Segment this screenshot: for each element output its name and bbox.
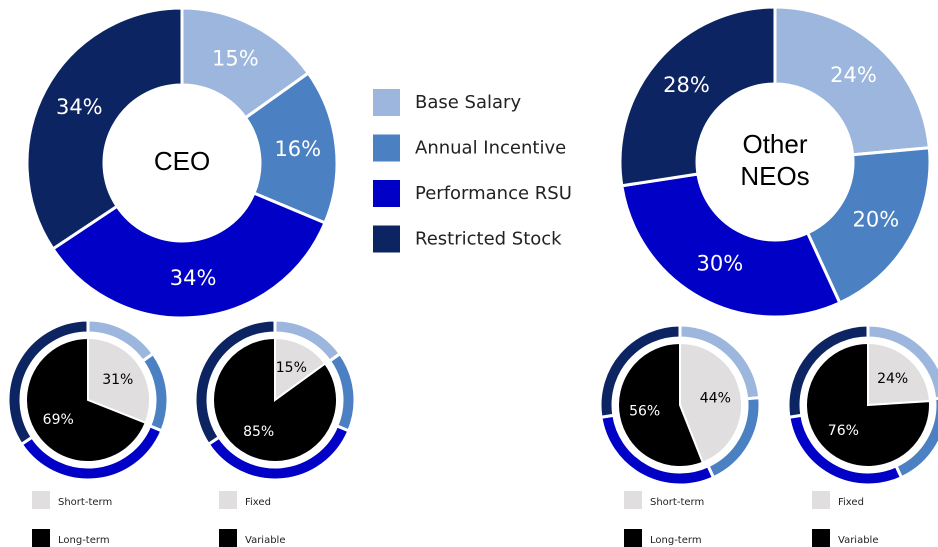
pie-slice xyxy=(679,341,743,464)
data-label: 34% xyxy=(56,95,103,119)
data-label: 76% xyxy=(828,423,859,439)
data-label: 20% xyxy=(853,207,900,231)
donut-segment xyxy=(193,318,277,447)
center-label: NEOs xyxy=(740,161,809,191)
legend-label: Variable xyxy=(838,535,879,546)
donut-segment xyxy=(866,323,938,401)
data-label: 15% xyxy=(276,360,307,376)
data-label: 56% xyxy=(629,404,660,420)
donut-segment xyxy=(773,5,931,157)
legend-swatch xyxy=(624,491,642,509)
legend-swatch xyxy=(219,491,237,509)
donut-segment xyxy=(786,323,870,419)
data-label: 28% xyxy=(663,73,710,97)
legend-swatch xyxy=(219,529,237,547)
data-label: 34% xyxy=(170,266,217,290)
center-label: CEO xyxy=(154,146,210,176)
legend-label: Short-term xyxy=(58,497,112,508)
legend-label: Restricted Stock xyxy=(415,229,562,250)
pie-slice xyxy=(212,336,338,463)
data-label: 16% xyxy=(274,137,321,161)
pie-slice xyxy=(867,341,931,407)
legend-swatch xyxy=(812,491,830,509)
data-label: 24% xyxy=(830,63,877,87)
legend-swatch xyxy=(624,529,642,547)
legend-swatch xyxy=(373,89,400,116)
legend-label: Short-term xyxy=(650,497,704,508)
donut-segment xyxy=(50,191,327,320)
donut-segment xyxy=(25,6,184,251)
pie-slice xyxy=(274,336,327,402)
legend-swatch xyxy=(812,529,830,547)
legend-label: Long-term xyxy=(650,535,702,546)
donut-segment xyxy=(598,323,682,419)
legend-swatch xyxy=(373,180,400,207)
donut-segment xyxy=(620,172,842,319)
data-label: 44% xyxy=(700,390,731,406)
legend-label: Variable xyxy=(245,535,286,546)
data-label: 85% xyxy=(243,424,274,440)
pie-slice xyxy=(805,341,931,468)
pie-slice xyxy=(87,336,151,425)
legend-swatch xyxy=(32,491,50,509)
legend-label: Fixed xyxy=(838,497,864,508)
data-label: 24% xyxy=(877,371,908,387)
center-label: Other xyxy=(742,129,807,159)
legend-label: Fixed xyxy=(245,497,271,508)
legend-swatch xyxy=(373,225,400,253)
donut-segment xyxy=(618,5,777,188)
pie-slice xyxy=(617,341,705,468)
data-label: 15% xyxy=(212,46,259,70)
data-label: 69% xyxy=(43,412,74,428)
legend-label: Base Salary xyxy=(415,92,521,113)
data-label: 30% xyxy=(697,252,744,276)
legend-swatch xyxy=(373,134,400,162)
pie-slice xyxy=(25,336,147,463)
legend-swatch xyxy=(32,529,50,547)
legend-label: Annual Incentive xyxy=(415,138,566,159)
donut-segment xyxy=(243,70,339,225)
donut-segment xyxy=(805,146,932,305)
legend-label: Performance RSU xyxy=(415,183,572,204)
donut-segment xyxy=(6,318,90,447)
legend-label: Long-term xyxy=(58,535,110,546)
data-label: 31% xyxy=(102,372,133,388)
